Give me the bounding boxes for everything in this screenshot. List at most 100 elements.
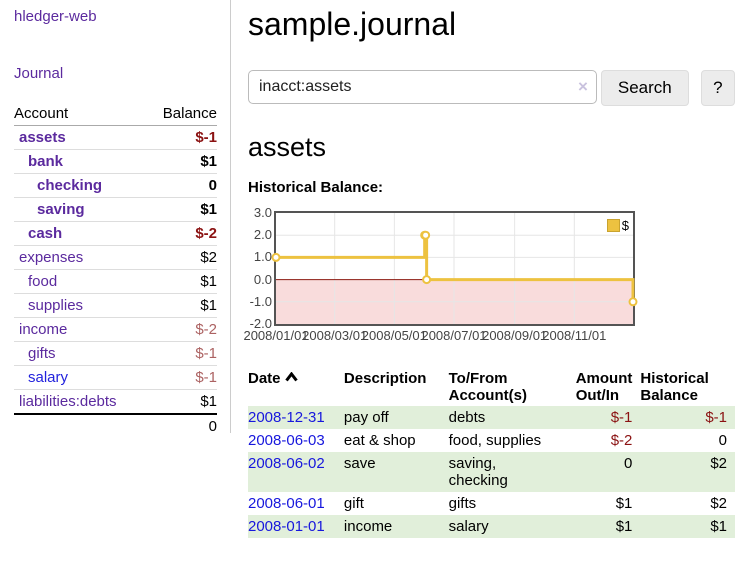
- account-link-gifts[interactable]: gifts: [28, 345, 56, 362]
- x-axis-label: 2008/03/01: [302, 328, 368, 343]
- account-row: gifts $-1: [14, 342, 217, 366]
- account-link-assets[interactable]: assets: [19, 129, 66, 146]
- sidebar: hledger-web Journal Account Balance asse…: [0, 0, 231, 435]
- transaction-row: 2008-06-02 save saving, checking 0 $2: [248, 452, 735, 492]
- chart-plot-area: $: [271, 211, 638, 326]
- register-header-row: Date Description To/From Account(s) Amou…: [248, 368, 735, 406]
- transaction-accounts: saving, checking: [448, 455, 508, 489]
- account-balance: $1: [200, 201, 217, 218]
- transaction-balance: $2: [710, 455, 727, 472]
- transaction-date-link[interactable]: 2008-06-02: [248, 455, 325, 472]
- account-column-header: Account: [14, 105, 69, 122]
- sidebar-item-journal[interactable]: Journal: [14, 65, 64, 82]
- account-link-salary[interactable]: salary: [28, 369, 69, 386]
- sort-ascending-icon: [284, 371, 298, 382]
- transaction-row: 2008-01-01 income salary $1 $1: [248, 515, 735, 538]
- transaction-description: gift: [343, 495, 364, 512]
- chart-canvas: [271, 213, 638, 324]
- transaction-row: 2008-12-31 pay off debts $-1 $-1: [248, 406, 735, 429]
- account-row: assets $-1: [14, 126, 217, 150]
- account-link-expenses[interactable]: expenses: [19, 249, 84, 266]
- y-axis-label: 1.0: [253, 249, 272, 265]
- search-button[interactable]: Search: [600, 70, 689, 106]
- account-row: bank $1: [14, 150, 217, 174]
- account-row: liabilities:debts $1: [14, 390, 217, 413]
- account-link-food[interactable]: food: [28, 273, 58, 290]
- y-axis-label: 2.0: [253, 227, 272, 243]
- account-link-supplies[interactable]: supplies: [28, 297, 84, 314]
- search-bar: × Search ?: [248, 70, 735, 106]
- transaction-row: 2008-06-03 eat & shop food, supplies $-2…: [248, 429, 735, 452]
- account-link-bank[interactable]: bank: [28, 153, 64, 170]
- account-row: income $-2: [14, 318, 217, 342]
- transaction-row: 2008-06-01 gift gifts $1 $2: [248, 492, 735, 515]
- transaction-balance: 0: [718, 432, 727, 449]
- account-row: salary $-1: [14, 366, 217, 390]
- transaction-date-link[interactable]: 2008-12-31: [248, 409, 325, 426]
- y-axis-label: -2.0: [249, 316, 272, 331]
- account-row: checking 0: [14, 174, 217, 198]
- main-content: sample.journal × Search ? assets Histori…: [243, 0, 735, 538]
- account-balance: $-2: [195, 321, 217, 338]
- transaction-accounts: salary: [448, 518, 489, 535]
- account-row: food $1: [14, 270, 217, 294]
- balance-column-header: Balance: [162, 105, 217, 122]
- transaction-description: save: [343, 455, 376, 472]
- x-axis-label: 2008/09/01: [482, 328, 548, 343]
- legend-series-swatch: [606, 219, 620, 232]
- transaction-description: eat & shop: [343, 432, 416, 449]
- account-balance: $1: [200, 273, 217, 290]
- accounts-total-row: 0: [14, 413, 217, 438]
- balance-column-header: Historical Balance: [640, 370, 709, 404]
- account-row: saving $1: [14, 198, 217, 222]
- account-balance: $2: [200, 249, 217, 266]
- legend-series-label: $: [621, 218, 629, 233]
- accounts-total-value: 0: [208, 418, 217, 435]
- register-table: Date Description To/From Account(s) Amou…: [248, 368, 735, 538]
- y-axis-label: 3.0: [253, 205, 272, 220]
- account-balance: 0: [208, 177, 217, 194]
- account-row: supplies $1: [14, 294, 217, 318]
- account-link-checking[interactable]: checking: [37, 177, 103, 194]
- transaction-amount: $1: [615, 518, 633, 535]
- transaction-accounts: food, supplies: [448, 432, 542, 449]
- transaction-date-link[interactable]: 2008-06-03: [248, 432, 325, 449]
- transaction-amount: 0: [624, 455, 633, 472]
- y-axis-label: -1.0: [249, 293, 272, 309]
- account-tree-header: Account Balance: [14, 102, 217, 126]
- search-input[interactable]: [248, 70, 597, 104]
- date-column-header[interactable]: Date: [248, 368, 344, 406]
- transaction-amount: $-2: [610, 432, 633, 449]
- app-brand-link[interactable]: hledger-web: [14, 8, 97, 25]
- transaction-balance: $2: [710, 495, 727, 512]
- account-balance: $1: [200, 297, 217, 314]
- account-link-saving[interactable]: saving: [37, 201, 85, 218]
- transaction-amount: $-1: [610, 409, 633, 426]
- transaction-date-link[interactable]: 2008-06-01: [248, 495, 325, 512]
- account-tree: Account Balance assets $-1 bank $1 check…: [14, 102, 217, 438]
- account-balance: $-2: [195, 225, 217, 242]
- x-axis-label: 2008/05/01: [361, 328, 427, 343]
- transaction-accounts: gifts: [448, 495, 477, 512]
- help-button[interactable]: ?: [700, 70, 735, 106]
- amount-column-header: Amount Out/In: [575, 370, 633, 404]
- accounts-column-header: To/From Account(s): [448, 370, 527, 404]
- account-balance: $-1: [195, 345, 217, 362]
- account-link-income[interactable]: income: [19, 321, 68, 338]
- transaction-description: income: [343, 518, 393, 535]
- transaction-amount: $1: [615, 495, 633, 512]
- clear-search-icon[interactable]: ×: [577, 77, 588, 96]
- y-axis-label: 0.0: [253, 271, 272, 287]
- transaction-description: pay off: [343, 409, 389, 426]
- transaction-accounts: debts: [448, 409, 486, 426]
- account-link-liabilities-debts[interactable]: liabilities:debts: [19, 393, 117, 410]
- x-axis-label: 2008/11/01: [542, 328, 607, 343]
- account-balance: $1: [200, 153, 217, 170]
- account-link-cash[interactable]: cash: [28, 225, 63, 242]
- account-balance: $-1: [195, 369, 217, 386]
- transaction-date-link[interactable]: 2008-01-01: [248, 518, 325, 535]
- account-balance: $-1: [195, 129, 217, 146]
- transaction-balance: $-1: [705, 409, 727, 426]
- page-title: sample.journal: [248, 6, 457, 42]
- x-axis-label: 2008/07/01: [421, 328, 487, 343]
